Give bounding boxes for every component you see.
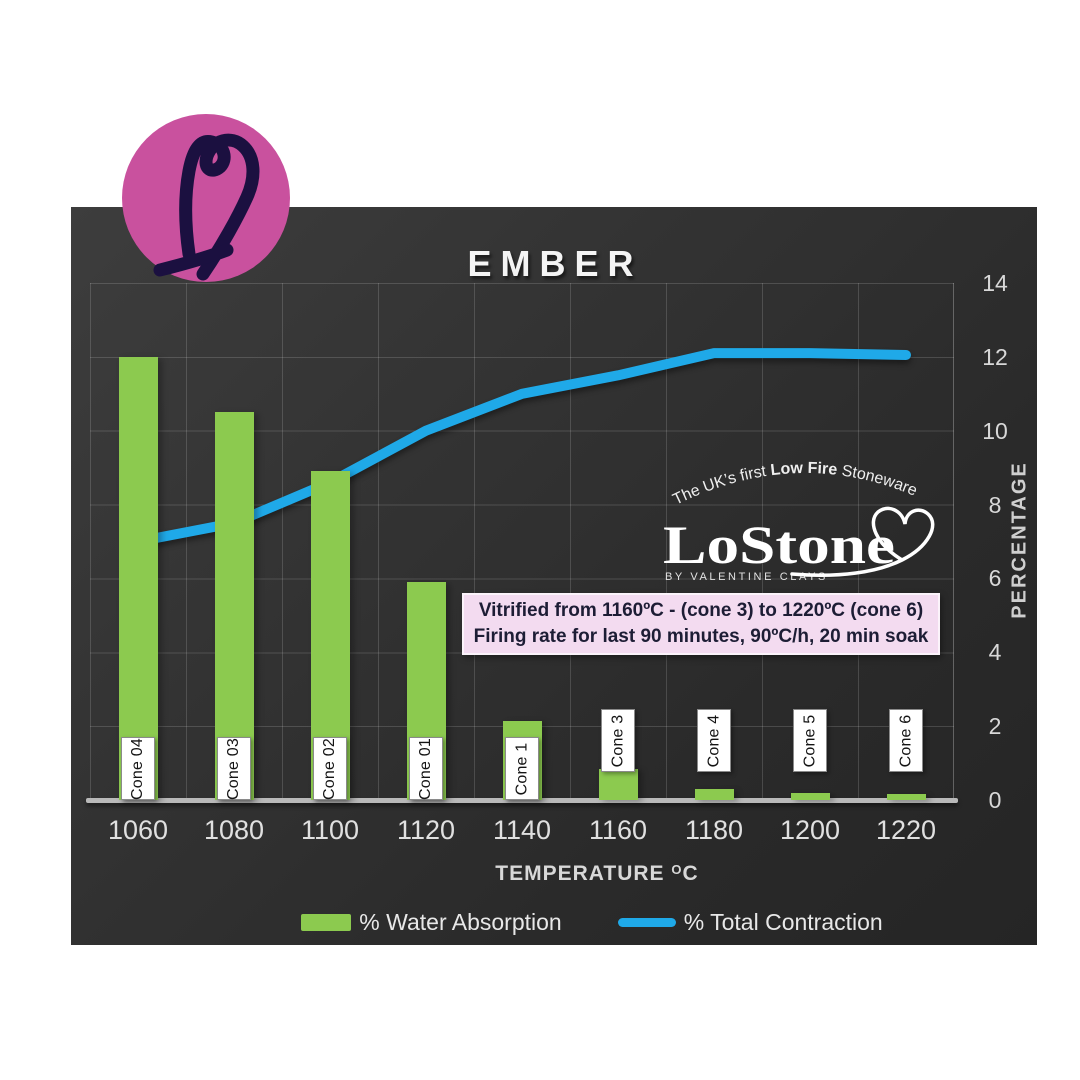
cone-label-text: Cone 5 xyxy=(801,714,819,767)
cone-label-1080: Cone 03 xyxy=(217,737,251,800)
heart-scribble-icon xyxy=(153,133,260,281)
bar-1060 xyxy=(118,356,158,800)
y-tick-10: 10 xyxy=(982,417,1008,444)
note-line-1: Vitrified from 1160ºC - (cone 3) to 1220… xyxy=(478,600,924,621)
cone-label-1200: Cone 5 xyxy=(793,709,827,772)
vitrification-note: Vitrified from 1160ºC - (cone 3) to 1220… xyxy=(462,593,940,655)
line-series xyxy=(133,348,911,547)
legend-label: % Water Absorption xyxy=(359,909,562,935)
y-axis-title: PERCENTAGE xyxy=(1008,461,1031,619)
logo-wordmark: LoStone xyxy=(663,515,895,575)
logo-tagline: The UK’s first Low Fire Stoneware xyxy=(670,460,919,509)
x-tick-1220: 1220 xyxy=(875,815,937,845)
legend-item-total-contraction: % Total Contraction xyxy=(617,909,883,936)
x-tick-1140: 1140 xyxy=(492,815,552,845)
cone-label-text: Cone 02 xyxy=(321,737,338,800)
legend: % Water Absorption % Total Contraction xyxy=(109,909,1075,936)
y-tick-8: 8 xyxy=(988,491,1002,518)
y-tick-12: 12 xyxy=(982,343,1008,370)
x-tick-1180: 1180 xyxy=(684,815,744,845)
cone-label-text: Cone 3 xyxy=(609,714,627,767)
bar-1080 xyxy=(214,412,254,800)
x-axis-unit: C xyxy=(682,862,699,885)
x-tick-1100: 1100 xyxy=(300,815,360,845)
x-axis-title: TEMPERATURE OC xyxy=(447,862,747,886)
y-tick-6: 6 xyxy=(988,565,1002,592)
valentine-clays-brandmark xyxy=(122,114,290,282)
cone-label-1160: Cone 3 xyxy=(601,709,635,772)
y-tick-4: 4 xyxy=(988,639,1002,666)
x-axis-line xyxy=(86,798,958,803)
x-tick-1160: 1160 xyxy=(588,815,648,845)
y-tick-2: 2 xyxy=(988,713,1002,740)
legend-item-water-absorption: % Water Absorption xyxy=(301,909,562,936)
cone-label-text: Cone 6 xyxy=(897,714,915,767)
chart-panel: EMBER Cone 04 Cone 03 Cone 02 Cone 01 Cone 1… xyxy=(71,207,1037,945)
cone-label-text: Cone 04 xyxy=(129,737,146,800)
logo-heart-icon xyxy=(790,506,935,577)
x-tick-1120: 1120 xyxy=(396,815,456,845)
cone-label-1180: Cone 4 xyxy=(697,709,731,772)
cone-label-text: Cone 4 xyxy=(705,714,723,767)
degree-symbol: O xyxy=(671,862,683,877)
blue-line-swatch-icon xyxy=(617,918,676,927)
x-tick-1080: 1080 xyxy=(203,815,265,845)
cone-label-1220: Cone 6 xyxy=(889,709,923,772)
note-line-2: Firing rate for last 90 minutes, 90ºC/h,… xyxy=(473,626,929,647)
total-contraction-line xyxy=(133,348,911,547)
x-tick-1060: 1060 xyxy=(107,815,169,845)
chart-title: EMBER xyxy=(467,243,643,284)
x-axis-title-text: TEMPERATURE xyxy=(495,862,665,885)
bar-1200 xyxy=(790,792,830,800)
cone-label-1120: Cone 01 xyxy=(409,737,443,800)
cone-label-1140: Cone 1 xyxy=(505,737,539,800)
cone-label-text: Cone 1 xyxy=(513,742,531,795)
plot-area: Cone 04 Cone 03 Cone 02 Cone 01 Cone 1 Cone 3… xyxy=(86,283,958,803)
y-tick-0: 0 xyxy=(988,787,1002,813)
cone-label-1100: Cone 02 xyxy=(313,737,347,800)
bar-1220 xyxy=(886,794,926,800)
y-tick-14: 14 xyxy=(982,270,1008,296)
bar-1160 xyxy=(598,768,638,800)
bar-1180 xyxy=(694,788,734,800)
x-tick-1200: 1200 xyxy=(779,815,841,845)
lostone-logo: The UK’s first Low Fire Stoneware LoSton… xyxy=(663,460,935,583)
cone-label-text: Cone 01 xyxy=(417,737,434,800)
legend-label: % Total Contraction xyxy=(683,909,883,935)
logo-byline: BY VALENTINE CLAYS xyxy=(665,571,828,583)
cone-label-text: Cone 03 xyxy=(225,737,242,800)
cone-label-1060: Cone 04 xyxy=(121,737,155,800)
green-bar-swatch-icon xyxy=(301,914,352,931)
